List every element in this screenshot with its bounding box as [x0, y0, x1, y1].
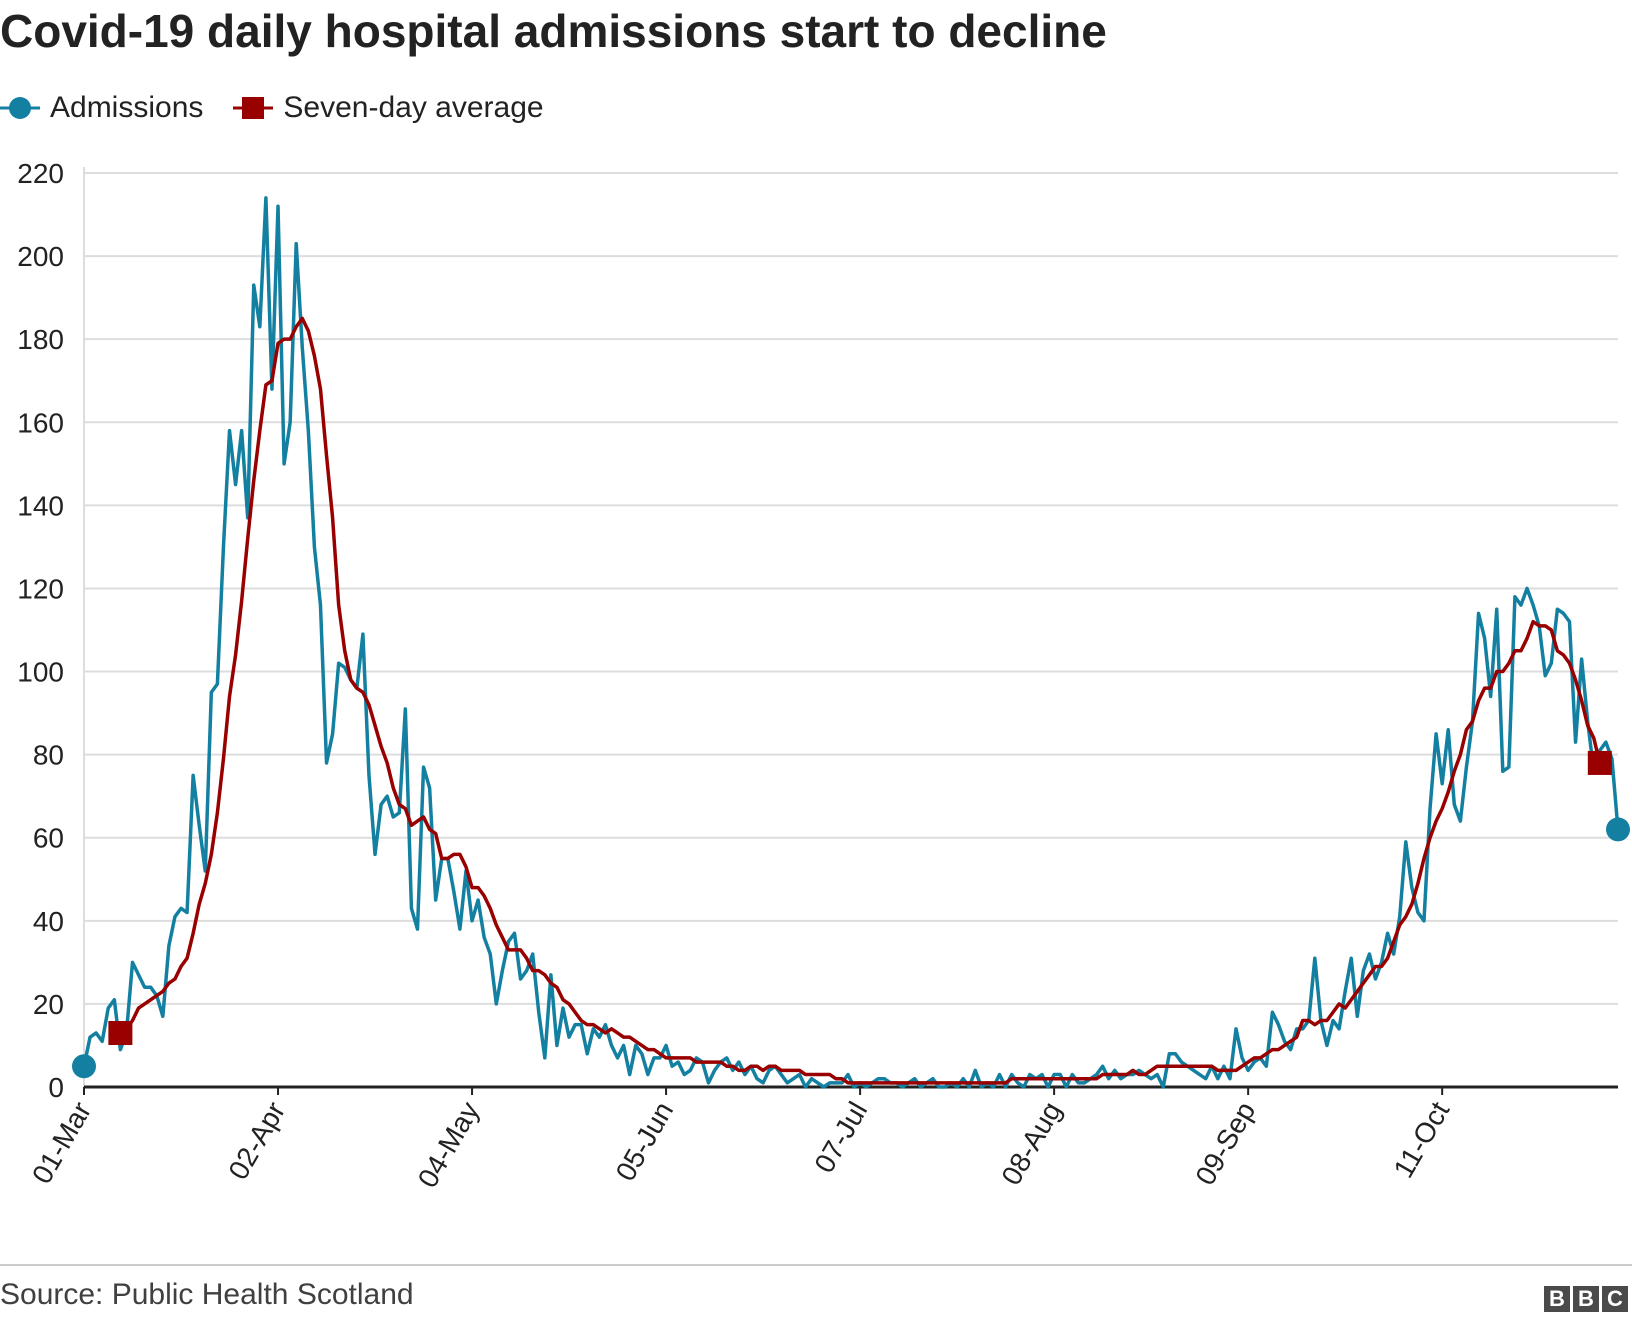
admissions-end-marker: [1606, 817, 1630, 842]
legend-item-admissions: Admissions: [0, 91, 203, 125]
x-tick-label: 04-May: [412, 1097, 486, 1193]
y-tick-label: 160: [17, 407, 64, 438]
bbc-logo-letter: B: [1544, 1286, 1570, 1312]
y-tick-label: 180: [17, 324, 64, 355]
legend-circle-marker-icon: [0, 97, 40, 119]
chart-legend: Admissions Seven-day average: [0, 88, 574, 128]
legend-square-marker-icon: [233, 97, 274, 119]
y-tick-label: 120: [17, 573, 64, 604]
x-tick-label: 02-Apr: [222, 1097, 291, 1185]
footer-divider: [0, 1264, 1632, 1266]
admissions-line: [82, 196, 1620, 1089]
x-tick-label: 08-Aug: [995, 1097, 1067, 1191]
y-tick-label: 40: [33, 906, 64, 937]
line-chart: 0 20 40 60 80 100 120 140 160 180 200 220 01-Mar 02-A…: [17, 158, 1630, 1193]
y-tick-label: 200: [17, 241, 64, 272]
y-tick-label: 60: [33, 823, 64, 854]
y-tick-label: 20: [33, 989, 64, 1020]
y-tick-label: 80: [33, 740, 64, 771]
legend-label-seven-day-average: Seven-day average: [283, 91, 544, 124]
admissions-start-marker: [72, 1054, 96, 1079]
x-tick-label: 07-Jul: [808, 1097, 873, 1179]
x-tick-label: 05-Jun: [610, 1097, 680, 1187]
bbc-logo: B B C: [1541, 1286, 1628, 1312]
x-tick-label: 09-Sep: [1189, 1097, 1261, 1191]
x-tick-label: 11-Oct: [1388, 1096, 1456, 1183]
x-tick-label: 01-Mar: [26, 1097, 97, 1189]
y-tick-label: 140: [17, 490, 64, 521]
seven-day-average-start-marker: [108, 1020, 133, 1045]
legend-item-seven-day-average: Seven-day average: [233, 91, 544, 125]
y-tick-label: 100: [17, 657, 64, 688]
y-tick-label: 0: [48, 1072, 64, 1103]
legend-label-admissions: Admissions: [50, 91, 204, 124]
bbc-logo-letter: B: [1573, 1286, 1599, 1312]
chart-title: Covid-19 daily hospital admissions start…: [0, 5, 1107, 57]
y-tick-label: 220: [17, 158, 64, 189]
seven-day-average-line: [118, 316, 1602, 1085]
seven-day-average-end-marker: [1587, 750, 1612, 775]
source-note: Source: Public Health Scotland: [0, 1278, 414, 1311]
bbc-logo-letter: C: [1602, 1286, 1628, 1312]
